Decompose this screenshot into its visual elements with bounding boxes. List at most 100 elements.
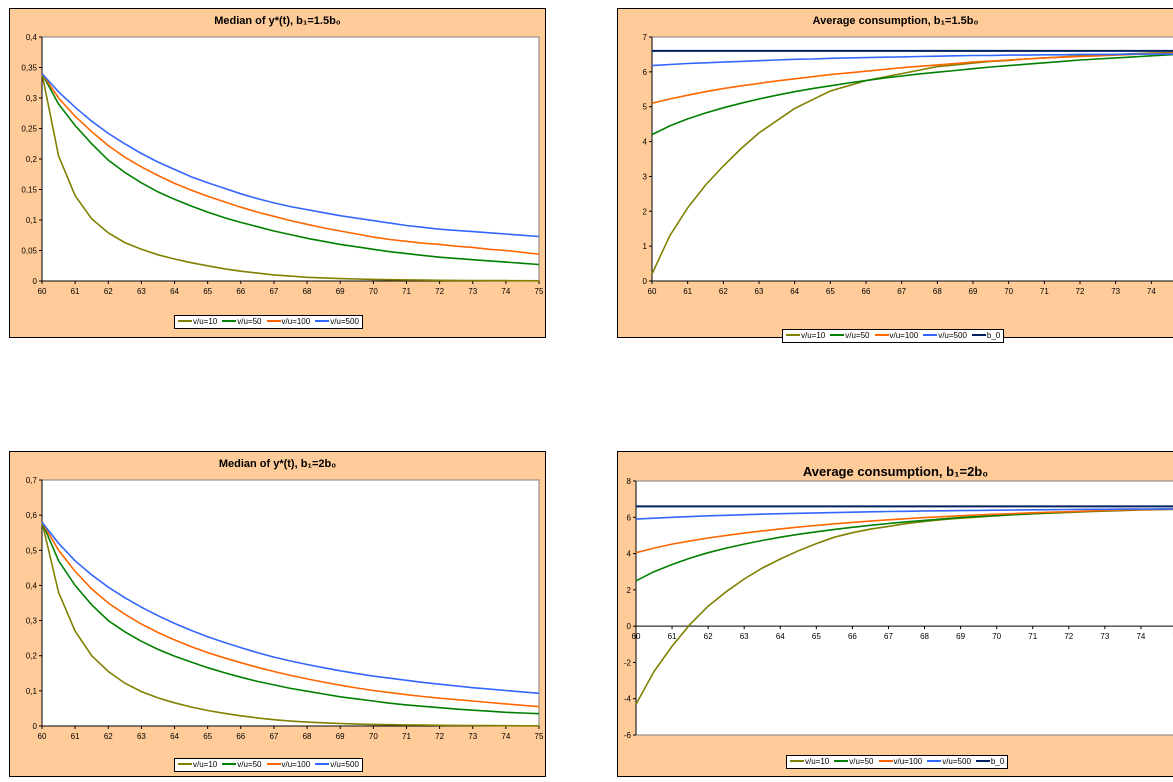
- y-tick-label: 0: [33, 722, 38, 731]
- x-tick-label: 66: [236, 732, 245, 741]
- legend-swatch: [178, 762, 192, 765]
- x-tick-label: 61: [668, 632, 677, 641]
- y-tick-label: 2: [643, 207, 648, 216]
- x-tick-label: 72: [1076, 287, 1085, 296]
- x-tick-label: 71: [402, 287, 411, 296]
- x-tick-label: 71: [1028, 632, 1037, 641]
- x-tick-label: 64: [790, 287, 799, 296]
- x-tick-label: 60: [38, 732, 47, 741]
- legend-item: v/u=10: [178, 316, 217, 328]
- legend-swatch: [878, 759, 893, 762]
- legend-item: v/u=500: [315, 759, 359, 771]
- y-tick-label: 1: [643, 242, 648, 251]
- legend-label: v/u=50: [849, 757, 874, 766]
- x-tick-label: 73: [1111, 287, 1120, 296]
- legend-item: b_0: [971, 330, 1001, 342]
- series-line: [41, 73, 540, 282]
- legend-label: v/u=100: [893, 757, 923, 766]
- x-tick-label: 60: [632, 632, 641, 641]
- x-tick-label: 69: [336, 287, 345, 296]
- chart-legend: v/u=10 v/u=50 v/u=100 v/u=500: [174, 758, 363, 772]
- legend-swatch: [874, 333, 889, 336]
- x-tick-label: 69: [336, 732, 345, 741]
- chart-panel-1: Median of y*(t), b₁=1.5b₀ 0 0,05 0,1 0,15 0,…: [9, 8, 546, 338]
- y-tick-label: -2: [624, 658, 632, 667]
- chart-title: Average consumption, b₁=2b₀: [802, 464, 989, 479]
- x-tick-label: 71: [1040, 287, 1049, 296]
- legend-item: v/u=100: [266, 759, 311, 771]
- y-tick-label: 0,05: [21, 247, 37, 256]
- x-tick-label: 66: [848, 632, 857, 641]
- legend-swatch: [834, 759, 849, 762]
- legend-label: b_0: [986, 331, 1001, 340]
- series-line: [41, 73, 540, 255]
- series-line: [635, 508, 1173, 520]
- chart-title: Median of y*(t), b₁=1.5b₀: [214, 15, 341, 27]
- x-tick-label: 67: [269, 732, 278, 741]
- x-tick-label: 62: [104, 287, 113, 296]
- x-tick-label: 70: [369, 287, 378, 296]
- y-tick-label: 4: [627, 550, 632, 559]
- x-tick-label: 68: [920, 632, 929, 641]
- x-tick-label: 68: [303, 287, 312, 296]
- x-tick-label: 74: [501, 287, 510, 296]
- legend-swatch: [222, 319, 237, 322]
- x-tick-label: 69: [969, 287, 978, 296]
- legend-item: v/u=50: [830, 330, 870, 342]
- y-tick-label: 0,6: [26, 511, 38, 520]
- x-tick-label: 60: [648, 287, 657, 296]
- series-line: [41, 521, 540, 695]
- legend-label: v/u=50: [237, 317, 262, 326]
- legend-item: v/u=10: [178, 759, 217, 771]
- legend-swatch: [927, 759, 942, 762]
- x-tick-label: 61: [71, 287, 80, 296]
- legend-swatch: [266, 319, 281, 322]
- legend-label: v/u=100: [281, 760, 311, 769]
- series-line: [41, 521, 540, 715]
- x-tick-label: 70: [1004, 287, 1013, 296]
- series-line: [41, 522, 539, 727]
- y-tick-label: 0: [643, 277, 648, 286]
- legend-item: v/u=500: [315, 316, 359, 328]
- legend-label: v/u=10: [805, 757, 830, 766]
- x-tick-label: 62: [104, 732, 113, 741]
- chart-title: Median of y*(t), b₁=2b₀: [218, 458, 337, 470]
- plot-area: [41, 36, 540, 282]
- legend-label: v/u=500: [942, 757, 971, 766]
- legend-label: v/u=10: [193, 317, 218, 326]
- y-tick-label: 0,35: [21, 64, 37, 73]
- legend-label: v/u=500: [938, 331, 967, 340]
- series-line: [635, 508, 1173, 554]
- legend-swatch: [315, 762, 330, 765]
- x-tick-label: 70: [369, 732, 378, 741]
- x-tick-label: 65: [203, 732, 212, 741]
- x-tick-label: 62: [719, 287, 728, 296]
- x-tick-label: 64: [170, 732, 179, 741]
- x-tick-label: 63: [137, 287, 146, 296]
- legend-swatch: [315, 319, 330, 322]
- x-tick-label: 61: [71, 732, 80, 741]
- x-tick-label: 66: [862, 287, 871, 296]
- x-tick-label: 68: [303, 732, 312, 741]
- x-tick-label: 72: [1064, 632, 1073, 641]
- legend-label: v/u=500: [330, 760, 359, 769]
- chart-panel-4: Average consumption, b₁=2b₀ -6 -4 -2 0 2 4 6 8 6…: [617, 451, 1173, 777]
- legend-item: v/u=500: [927, 756, 971, 768]
- y-tick-label: 0,5: [26, 546, 38, 555]
- legend-label: v/u=100: [889, 331, 919, 340]
- y-tick-label: 0,25: [21, 125, 37, 134]
- chart-legend: v/u=10 v/u=50 v/u=100 v/u=500: [174, 315, 363, 329]
- x-tick-label: 71: [402, 732, 411, 741]
- series-line: [651, 52, 1173, 104]
- chart-plot: 0123456760616263646566676869707172737475: [643, 33, 1173, 296]
- x-tick-label: 60: [38, 287, 47, 296]
- legend-swatch: [923, 333, 938, 336]
- x-tick-label: 72: [435, 732, 444, 741]
- y-tick-label: 0,2: [26, 155, 38, 164]
- chart-panel-3: Median of y*(t), b₁=2b₀ 0 0,1 0,2 0,3 0,4 0,5…: [9, 451, 546, 777]
- legend-label: v/u=10: [801, 331, 826, 340]
- legend-swatch: [222, 762, 237, 765]
- legend-label: v/u=50: [237, 760, 262, 769]
- x-tick-label: 75: [535, 732, 544, 741]
- x-tick-label: 65: [826, 287, 835, 296]
